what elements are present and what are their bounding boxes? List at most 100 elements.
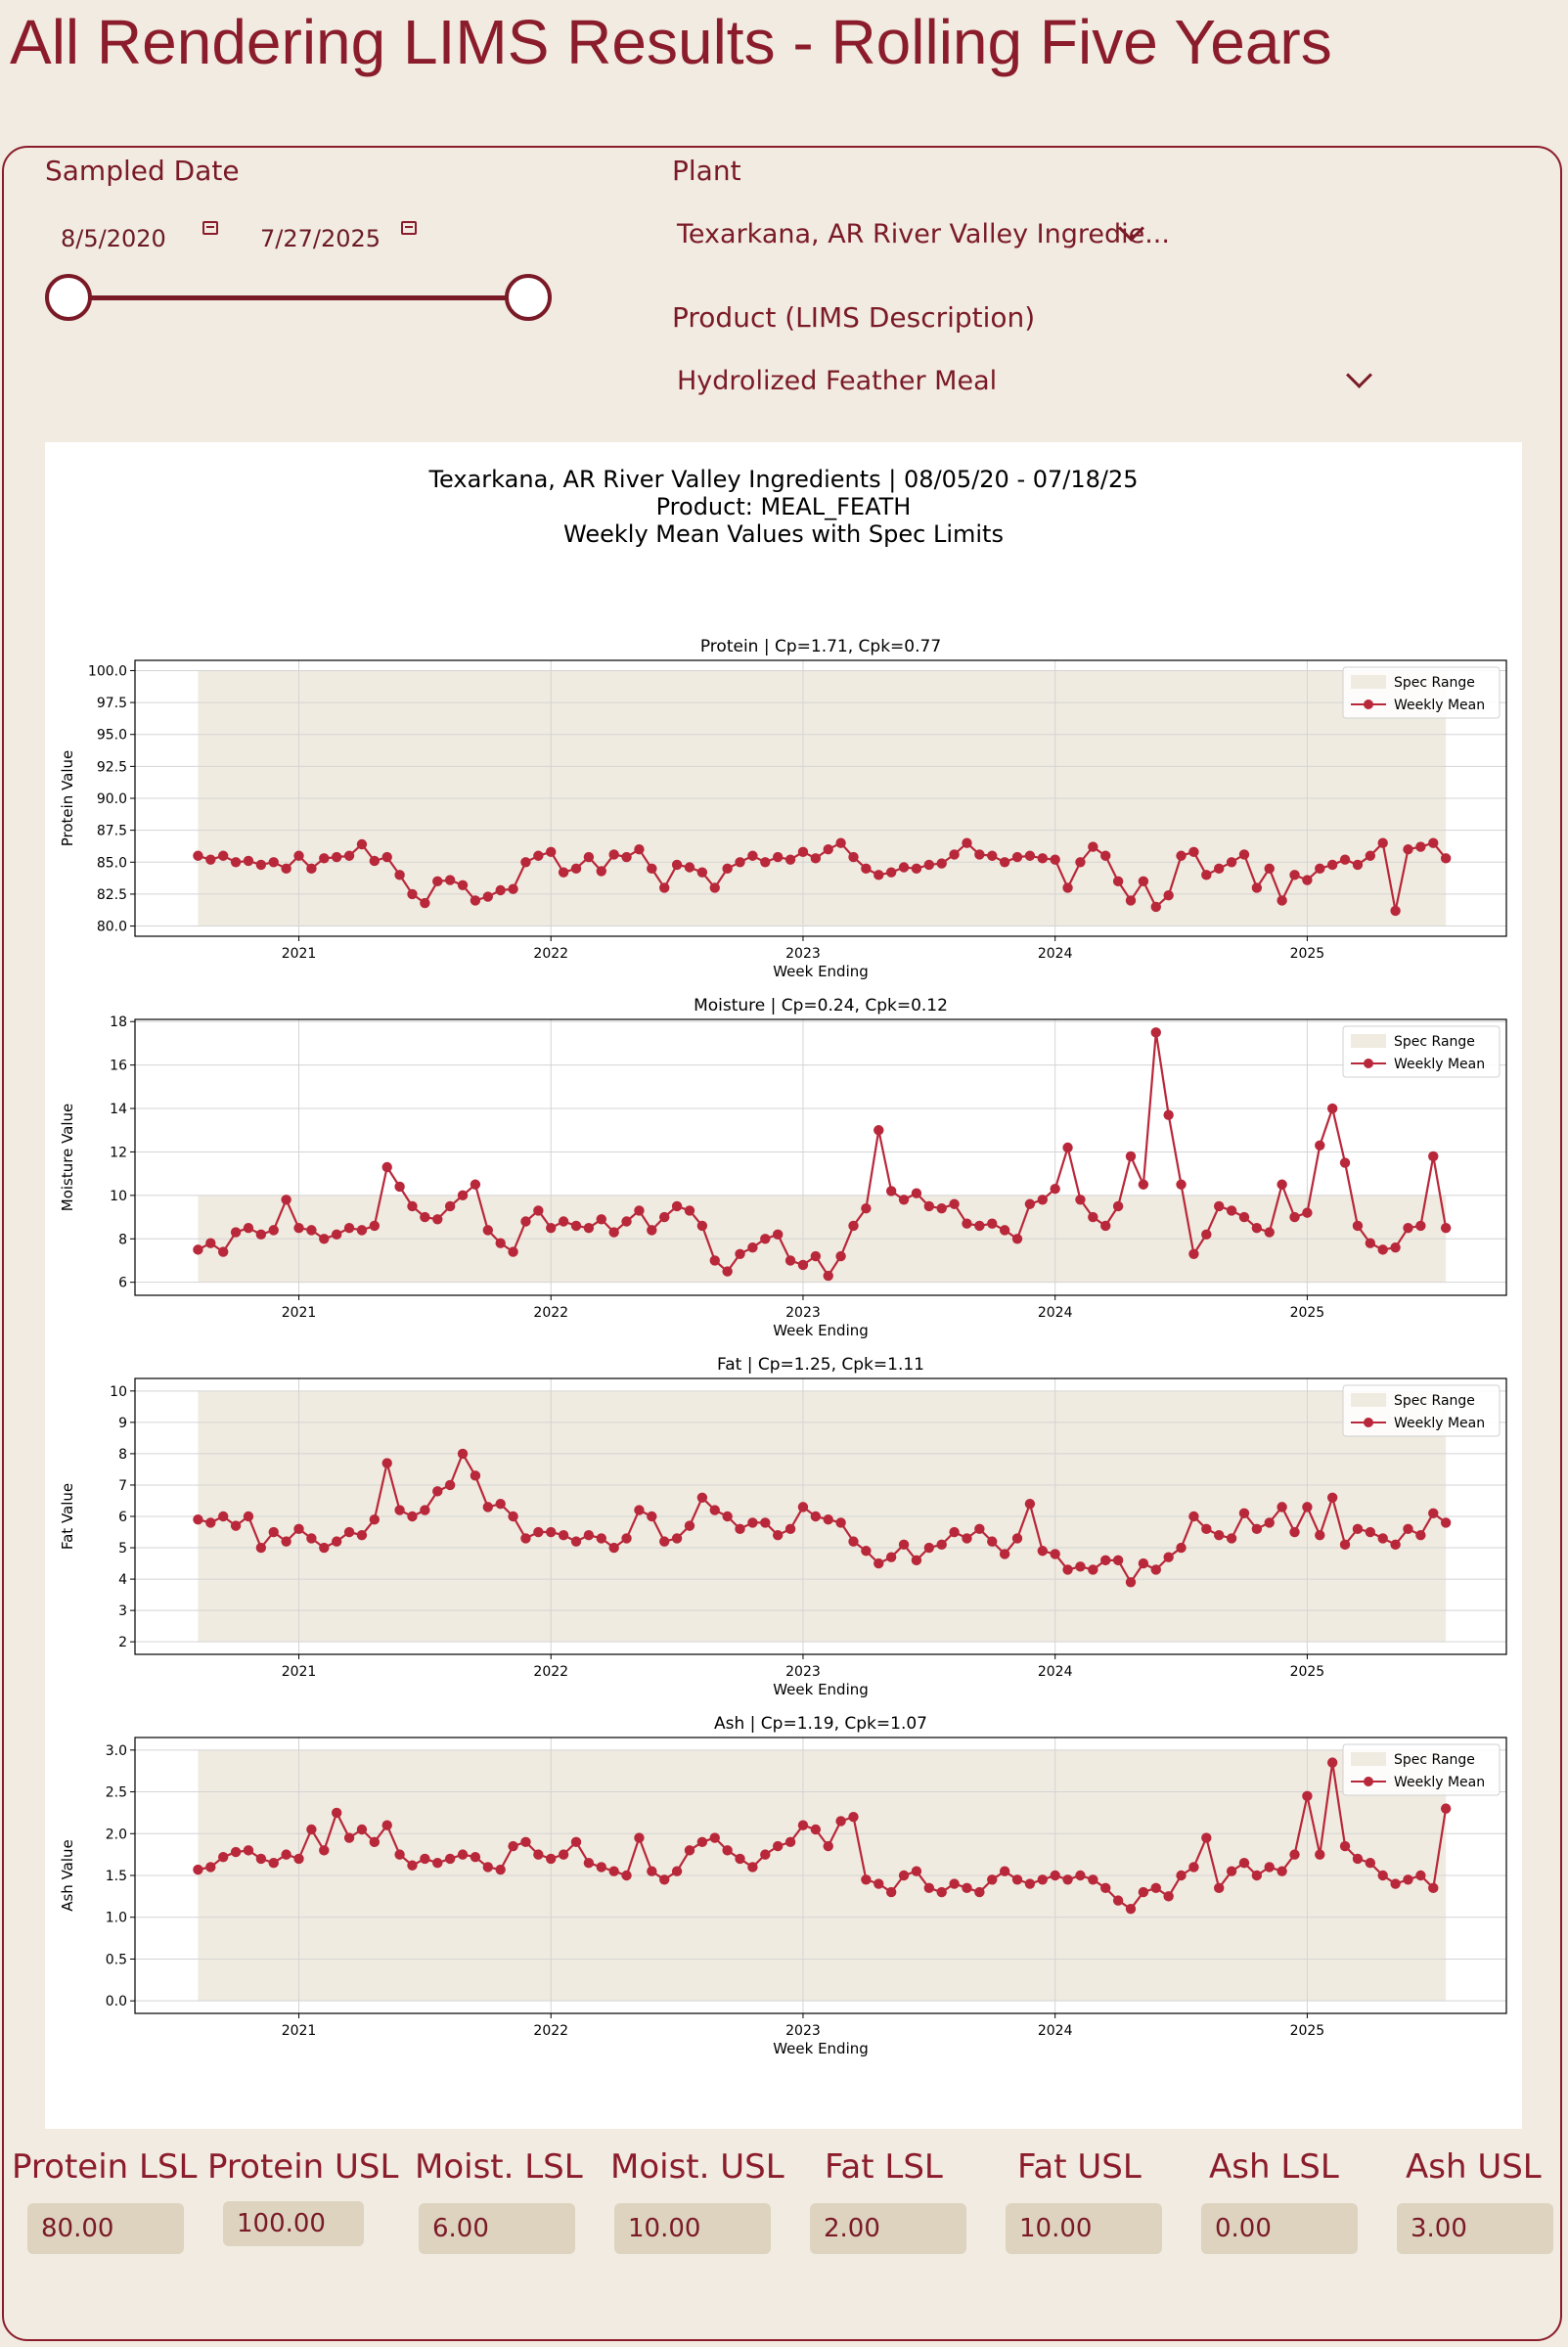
weekly-mean-point (936, 1539, 947, 1551)
weekly-mean-point (1163, 890, 1174, 901)
spec-card-value[interactable]: 10.00 (614, 2203, 771, 2254)
date-range-end-handle[interactable] (505, 274, 552, 321)
legend-label: Weekly Mean (1394, 1775, 1485, 1790)
weekly-mean-point (1163, 1891, 1174, 1902)
spec-card-value[interactable]: 6.00 (419, 2203, 575, 2254)
weekly-mean-point (495, 1864, 506, 1875)
weekly-mean-point (760, 1234, 771, 1244)
weekly-mean-point (861, 1546, 872, 1557)
legend: Spec Range Weekly Mean (1342, 666, 1501, 719)
weekly-mean-point (1088, 1874, 1098, 1885)
spec-card-value[interactable]: 100.00 (223, 2201, 364, 2246)
weekly-mean-point (671, 1200, 683, 1212)
weekly-mean-point (394, 870, 405, 880)
spec-card-value[interactable]: 80.00 (27, 2203, 184, 2254)
weekly-mean-point (797, 1259, 809, 1271)
weekly-mean-point (1176, 850, 1187, 861)
weekly-mean-point (1188, 1511, 1199, 1522)
weekly-mean-point (1428, 1882, 1439, 1894)
weekly-mean-point (230, 1846, 242, 1858)
weekly-mean-point (457, 1849, 469, 1860)
legend-label: Spec Range (1394, 1393, 1475, 1409)
weekly-mean-point (1037, 853, 1048, 864)
weekly-mean-point (885, 1552, 897, 1562)
weekly-mean-point (974, 1886, 985, 1898)
weekly-mean-point (268, 1857, 279, 1869)
weekly-mean-point (911, 1555, 922, 1566)
weekly-mean-point (747, 850, 758, 861)
weekly-mean-point (810, 1824, 822, 1835)
x-tick-label: 2023 (785, 1305, 821, 1321)
plot-frame (134, 1018, 1507, 1296)
weekly-mean-point (319, 1542, 330, 1554)
weekly-mean-point (281, 1849, 291, 1860)
weekly-mean-point (1112, 876, 1124, 887)
y-tick-label: 6 (118, 1276, 127, 1291)
weekly-mean-point (634, 1505, 645, 1515)
weekly-mean-point (1138, 1557, 1149, 1569)
calendar-icon[interactable] (202, 221, 218, 235)
weekly-mean-point (835, 1517, 846, 1528)
spec-card-value[interactable]: 3.00 (1397, 2203, 1553, 2254)
weekly-mean-point (747, 1241, 758, 1253)
weekly-mean-point (684, 1205, 695, 1216)
plant-dropdown[interactable]: Texarkana, AR River Valley Ingredie... (677, 219, 1170, 249)
start-date-input[interactable]: 8/5/2020 (61, 225, 166, 252)
weekly-mean-point (193, 1244, 203, 1255)
end-date-input[interactable]: 7/27/2025 (260, 225, 381, 252)
spec-card-label: Protein LSL (12, 2147, 198, 2187)
weekly-mean-point (861, 1874, 872, 1885)
weekly-mean-point (659, 882, 670, 893)
subplot-title: Ash | Cp=1.19, Cpk=1.07 (714, 1714, 927, 1734)
date-range-start-handle[interactable] (45, 274, 92, 321)
legend-spec-swatch (1351, 1752, 1386, 1766)
weekly-mean-point (885, 867, 897, 878)
weekly-mean-point (1415, 1220, 1426, 1232)
weekly-mean-point (823, 1514, 833, 1525)
spec-card-value[interactable]: 10.00 (1006, 2203, 1162, 2254)
y-tick-label: 95.0 (97, 728, 127, 744)
y-tick-label: 82.5 (97, 887, 127, 903)
weekly-mean-point (570, 1836, 582, 1848)
weekly-mean-point (1201, 1229, 1212, 1241)
calendar-icon[interactable] (401, 221, 417, 235)
weekly-mean-point (861, 1202, 872, 1214)
weekly-mean-point (898, 1870, 910, 1881)
weekly-mean-point (621, 1216, 632, 1227)
weekly-mean-point (684, 1845, 695, 1856)
x-tick-label: 2025 (1290, 946, 1325, 962)
product-dropdown[interactable]: Hydrolized Feather Meal (677, 366, 998, 396)
x-tick-label: 2024 (1038, 2023, 1073, 2039)
weekly-mean-point (1251, 1222, 1263, 1234)
weekly-mean-point (558, 1216, 569, 1227)
spec-card-value[interactable]: 2.00 (810, 2203, 966, 2254)
weekly-mean-point (810, 853, 822, 864)
weekly-mean-point (659, 1211, 670, 1223)
weekly-mean-point (1315, 1140, 1325, 1151)
x-tick-label: 2025 (1290, 1664, 1325, 1680)
subplot-title: Protein | Cp=1.71, Cpk=0.77 (700, 637, 941, 656)
spec-card-value[interactable]: 0.00 (1201, 2203, 1358, 2254)
weekly-mean-point (1125, 1151, 1137, 1162)
weekly-mean-point (1390, 1241, 1401, 1253)
x-tick-label: 2022 (533, 1305, 568, 1321)
x-tick-label: 2021 (282, 946, 317, 962)
weekly-mean-point (420, 897, 430, 909)
weekly-mean-point (1100, 1555, 1111, 1566)
weekly-mean-point (1024, 1198, 1036, 1209)
weekly-mean-point (1125, 1903, 1137, 1915)
x-tick-label: 2022 (533, 2023, 568, 2039)
weekly-mean-point (1352, 859, 1364, 871)
y-tick-label: 3.0 (106, 1743, 127, 1759)
date-range-slider-track[interactable] (68, 295, 528, 300)
weekly-mean-point (558, 1530, 569, 1541)
weekly-mean-point (1062, 1142, 1073, 1153)
weekly-mean-point (1062, 1874, 1073, 1885)
weekly-mean-point (546, 846, 557, 858)
weekly-mean-point (1011, 1874, 1023, 1885)
weekly-mean-point (647, 863, 657, 875)
weekly-mean-point (1150, 1882, 1161, 1894)
weekly-mean-point (684, 862, 695, 873)
weekly-mean-point (381, 1820, 392, 1830)
weekly-mean-point (432, 1486, 443, 1497)
